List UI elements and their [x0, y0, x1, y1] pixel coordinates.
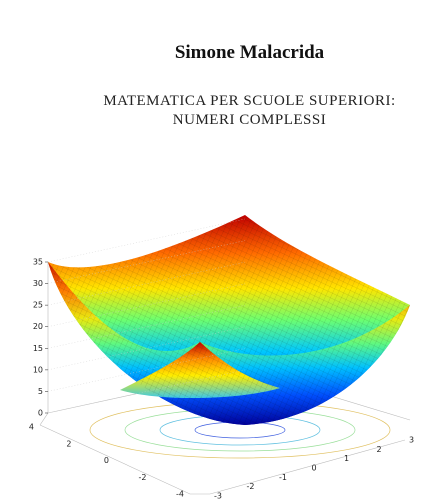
z-tick-label: 10: [33, 365, 43, 374]
grid-line: [47, 283, 246, 327]
x-tick-label: 1: [344, 454, 349, 463]
grid-line: [47, 305, 246, 349]
grid-line: [47, 369, 246, 414]
x-tick-label: -3: [214, 492, 222, 500]
grid-line: [47, 348, 246, 392]
y-tick-label: -2: [139, 473, 147, 482]
z-tick-label: 20: [33, 322, 43, 331]
grid-line: [47, 240, 246, 284]
z-tick-label: 25: [33, 301, 43, 310]
y-tick-label: 2: [66, 439, 71, 448]
x-tick-label: 3: [409, 436, 414, 445]
z-tick-label: 15: [33, 344, 43, 353]
x-tick-label: 0: [312, 464, 317, 473]
author: Simone Malacrida: [174, 42, 325, 63]
z-tick-label: 30: [33, 279, 43, 288]
x-tick-label: -2: [247, 482, 255, 491]
title: MATEMATICA PER SCUOLE SUPERIORI: NUMERI …: [0, 92, 439, 130]
z-tick-label: 0: [38, 409, 43, 418]
x-tick-label: -1: [279, 473, 287, 482]
title-line: MATEMATICA PER SCUOLE SUPERIORI:: [103, 93, 396, 109]
x-tick-label: 2: [377, 445, 382, 454]
y-tick-label: 0: [104, 456, 109, 465]
grid-line: [47, 261, 246, 306]
z-tick-label: 5: [38, 387, 43, 396]
title-line: NUMERI COMPLESSI: [172, 112, 327, 128]
y-tick-label: 4: [29, 423, 34, 432]
y-tick-label: -4: [176, 490, 184, 499]
grid-line: [47, 326, 246, 371]
grid-line: [47, 218, 246, 263]
surface: [48, 215, 410, 425]
z-tick-label: 35: [33, 258, 43, 267]
